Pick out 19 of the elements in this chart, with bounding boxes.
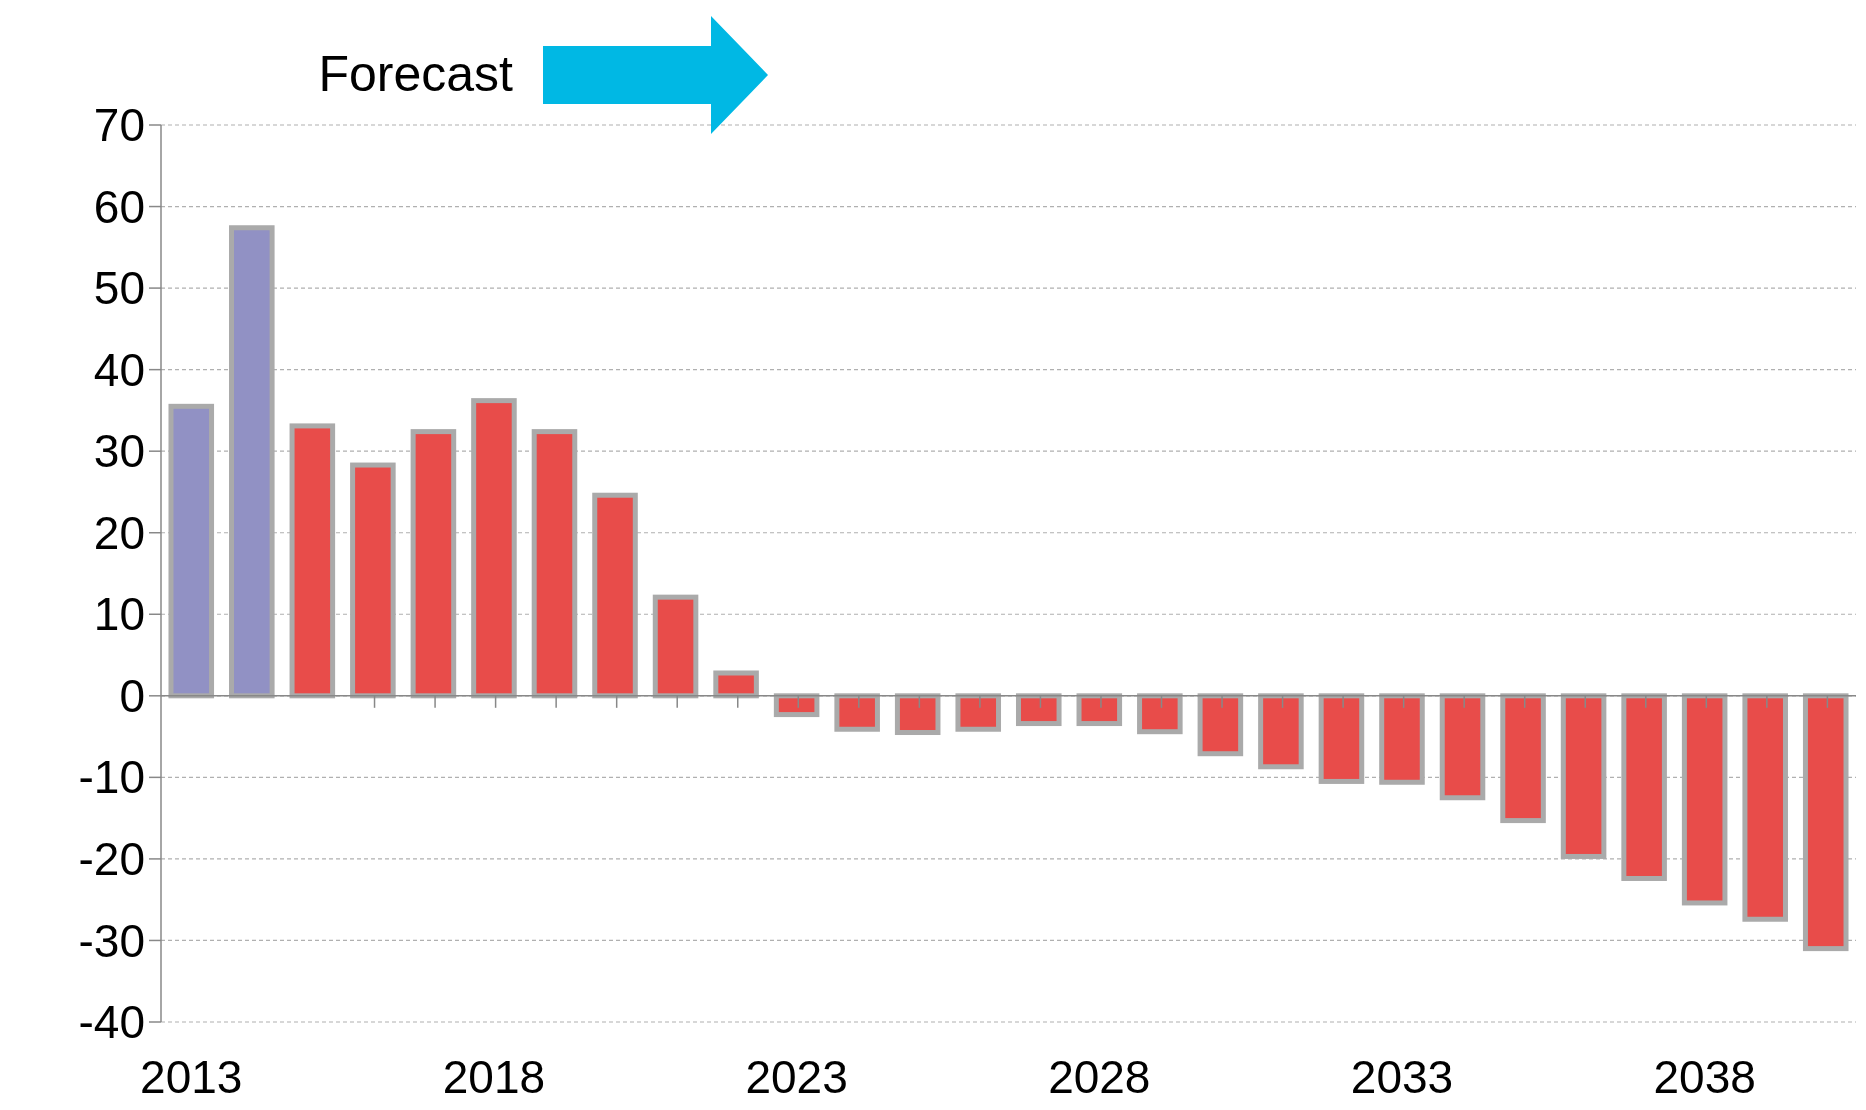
y-tick-label: -40 (78, 996, 145, 1049)
x-tick-label: 2033 (1350, 1051, 1454, 1103)
y-tick-label: 50 (93, 262, 145, 315)
y-tick-label: 20 (93, 506, 145, 559)
x-tick-label: 2018 (442, 1051, 546, 1103)
y-tick-label: 30 (93, 425, 145, 478)
y-tick-label: 10 (93, 588, 145, 641)
y-tick-label: 40 (93, 343, 145, 396)
x-tick-label: 2013 (140, 1051, 243, 1103)
y-tick-label: 60 (93, 180, 145, 233)
y-tick-label: 0 (119, 669, 145, 722)
x-tick-label: 2023 (745, 1051, 848, 1103)
text: Forecast (318, 46, 514, 102)
x-tick-label: 2038 (1653, 1051, 1756, 1103)
y-tick-label: -20 (78, 833, 145, 886)
x-tick-label: 2028 (1048, 1051, 1151, 1103)
y-tick-label: 70 (93, 99, 145, 152)
y-tick-label: -30 (78, 914, 145, 967)
y-tick-label: -10 (78, 751, 145, 804)
